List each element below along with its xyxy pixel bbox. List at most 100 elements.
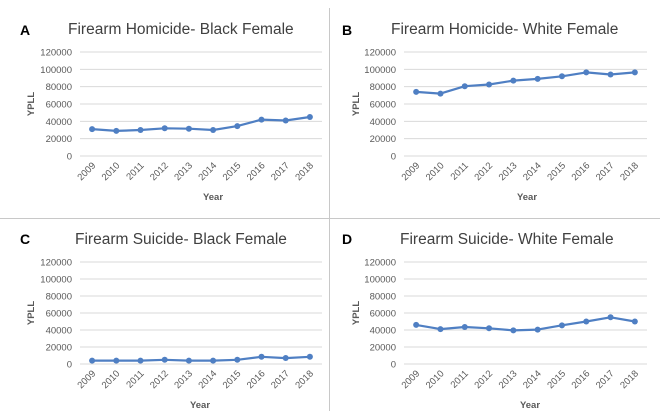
series-line (92, 355, 310, 362)
y-tick-label: 120000 (364, 48, 396, 59)
chart-title: Firearm Homicide- White Female (391, 21, 618, 38)
y-axis-label: YPLL (351, 92, 362, 116)
y-tick-label: 120000 (40, 258, 72, 269)
data-point (583, 69, 590, 76)
chart-title: Firearm Suicide- Black Female (75, 231, 287, 248)
x-tick-label: 2015 (545, 160, 568, 183)
series-line (92, 115, 311, 132)
y-axis-label: YPLL (26, 301, 37, 325)
data-point (113, 357, 120, 364)
x-axis-label: Year (190, 400, 210, 411)
data-point (258, 116, 265, 123)
y-tick-label: 100000 (364, 275, 396, 286)
panel-letter: A (20, 22, 31, 38)
y-tick-label: 100000 (364, 65, 396, 76)
y-tick-label: 100000 (40, 275, 72, 286)
data-point (437, 326, 444, 333)
data-point (534, 75, 541, 82)
data-point (413, 321, 420, 328)
data-point (306, 353, 313, 360)
x-tick-label: 2012 (472, 160, 495, 183)
x-tick-label: 2009 (75, 368, 98, 391)
data-point (510, 77, 517, 84)
y-tick-label: 120000 (364, 258, 396, 269)
x-tick-label: 2010 (100, 368, 123, 391)
y-tick-label: 60000 (370, 309, 396, 320)
x-tick-label: 2011 (124, 368, 146, 390)
data-point (161, 356, 168, 363)
series-line (415, 316, 636, 332)
x-tick-label: 2009 (75, 160, 98, 183)
y-tick-label: 40000 (370, 117, 396, 128)
data-point (137, 357, 144, 364)
data-point (89, 357, 96, 364)
data-point (210, 357, 217, 364)
series-line (416, 71, 635, 95)
x-tick-label: 2015 (221, 368, 244, 391)
data-point (282, 117, 289, 124)
x-tick-label: 2013 (172, 160, 195, 183)
y-tick-label: 60000 (46, 100, 72, 111)
data-point (258, 353, 265, 360)
panel-b: B Firearm Homicide- White Female 0 20000 40… (330, 0, 660, 218)
y-tick-label: 80000 (46, 82, 72, 93)
x-tick-label: 2015 (221, 160, 244, 183)
x-tick-label: 2015 (545, 368, 568, 391)
x-axis-label: Year (520, 400, 540, 411)
x-tick-label: 2018 (293, 368, 316, 391)
data-point (185, 125, 192, 132)
x-tick-label: 2018 (293, 160, 316, 183)
panel-letter: C (20, 231, 31, 247)
x-tick-label: 2009 (400, 368, 423, 391)
x-tick-label: 2010 (100, 160, 123, 183)
data-point (607, 71, 614, 78)
data-point (631, 318, 638, 325)
data-point (137, 127, 144, 133)
line-chart-panel-b: Firearm Homicide- White Female 0 20000 4000… (351, 21, 647, 203)
x-tick-label: 2017 (594, 160, 617, 183)
chart-layer: Firearm Suicide- White Female 0 20000 40000… (351, 231, 647, 411)
panel-letter: D (342, 231, 353, 247)
data-point (437, 90, 444, 97)
line-chart-panel-d: Firearm Suicide- White Female 0 20000 40000… (351, 231, 647, 411)
x-tick-label: 2013 (172, 368, 195, 391)
panel-a: A Firearm Homicide- Black Female 0 20000 40… (0, 0, 329, 218)
data-point (486, 81, 493, 88)
data-point (461, 83, 468, 90)
data-point (461, 324, 468, 331)
x-tick-label: 2013 (497, 160, 520, 183)
horizontal-divider (0, 218, 660, 219)
y-tick-label: 80000 (370, 292, 396, 303)
x-tick-label: 2016 (570, 160, 593, 183)
x-tick-label: 2012 (472, 368, 495, 391)
x-tick-label: 2014 (196, 160, 219, 183)
y-tick-label: 0 (67, 360, 72, 371)
y-tick-label: 20000 (370, 343, 396, 354)
data-point (306, 114, 313, 120)
data-point (607, 314, 614, 321)
data-point (89, 126, 96, 133)
y-tick-label: 20000 (46, 343, 72, 354)
x-tick-label: 2017 (269, 160, 292, 183)
x-tick-label: 2013 (497, 368, 520, 391)
x-tick-label: 2014 (521, 160, 544, 183)
x-tick-label: 2011 (124, 160, 146, 182)
x-tick-label: 2016 (570, 368, 593, 391)
chart-layer: Firearm Homicide- Black Female 0 20000 4000… (26, 21, 322, 203)
x-tick-label: 2012 (148, 368, 171, 391)
data-point (558, 73, 565, 80)
y-tick-label: 100000 (40, 65, 72, 76)
panel-letter: B (342, 22, 353, 38)
x-axis-label: Year (203, 192, 223, 203)
x-axis-label: Year (517, 192, 537, 203)
x-tick-label: 2017 (594, 368, 617, 391)
data-point (282, 355, 289, 362)
chart-title: Firearm Homicide- Black Female (68, 21, 294, 38)
chart-layer: Firearm Homicide- White Female 0 20000 4000… (351, 21, 647, 203)
y-tick-label: 120000 (40, 48, 72, 59)
data-point (185, 357, 192, 364)
data-point (631, 69, 638, 76)
y-tick-label: 40000 (370, 326, 396, 337)
y-tick-label: 40000 (46, 326, 72, 337)
